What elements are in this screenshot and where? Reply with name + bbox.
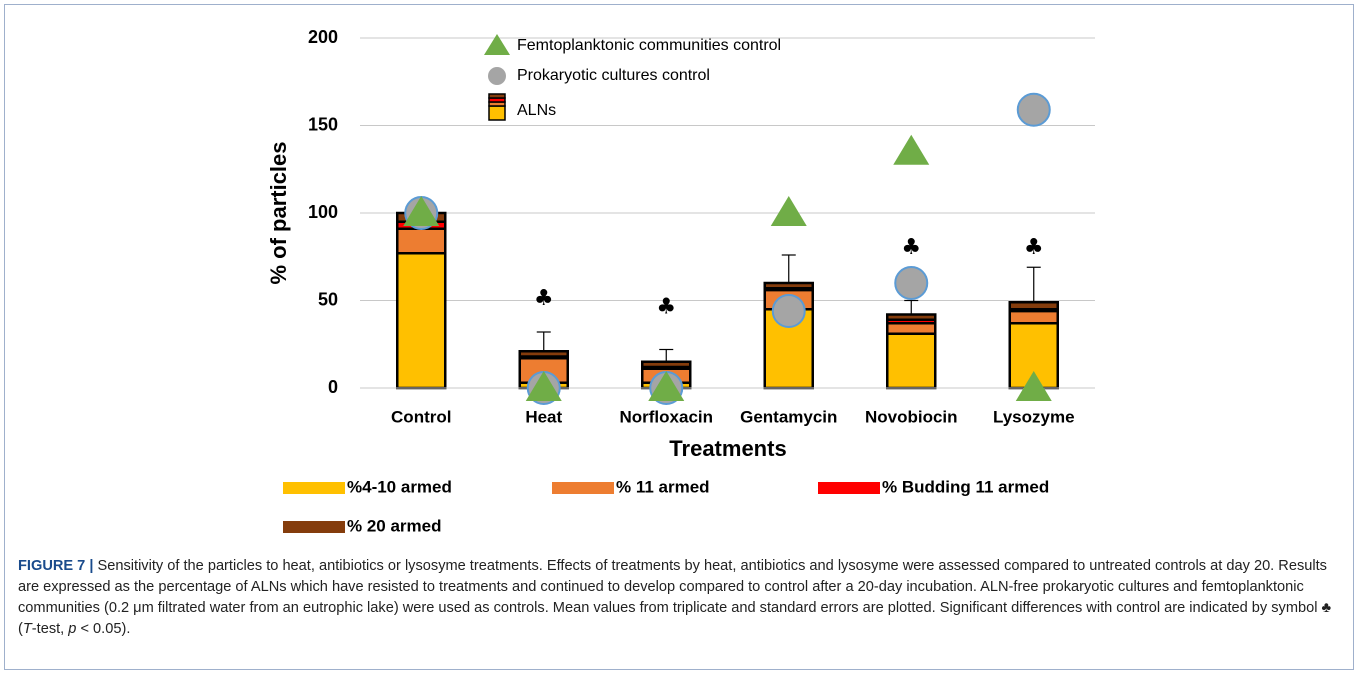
significance-symbol: ♣ [901,235,921,260]
legend-label: % Budding 11 armed [882,477,1049,496]
bar-segment [886,332,937,390]
caption-text: p [68,621,77,637]
y-axis-label: % of particles [266,141,291,284]
triangle-marker [403,196,440,226]
significance-symbol: ♣ [656,295,676,320]
x-tick-label: Novobiocin [865,407,958,426]
legend-swatch [488,105,506,121]
legend-label: %4-10 armed [347,477,452,496]
significance-symbol: ♣ [534,286,554,311]
legend-label: % 11 armed [616,477,710,496]
significance-symbol: ♣ [1024,235,1044,260]
caption: FIGURE 7 | Sensitivity of the particles … [18,556,1346,640]
bar-segment [396,252,447,390]
bar-segment [641,360,692,369]
caption-text: T [22,621,32,637]
y-tick-label: 100 [308,202,338,222]
triangle-marker [1015,371,1052,401]
caption-text: -test, [31,621,69,637]
circle-marker [771,294,806,328]
legend-label: ALNs [517,102,556,119]
x-tick-label: Norfloxacin [619,407,713,426]
bar-segment [1008,309,1059,325]
legend-label: Prokaryotic cultures control [517,67,710,84]
x-tick-label: Gentamycin [740,407,837,426]
x-tick-label: Control [391,407,451,426]
legend-swatch [484,34,510,55]
circle-marker [894,266,929,300]
bar-segment [763,281,814,290]
bar-segment [886,322,937,335]
legend-swatch [488,67,506,85]
caption-label: FIGURE 7 | [18,558,94,574]
legend-swatch [488,93,506,99]
x-tick-label: Lysozyme [993,407,1075,426]
legend-swatch [552,482,614,494]
x-axis-label: Treatments [669,436,786,461]
y-tick-label: 150 [308,114,338,134]
y-tick-label: 0 [328,377,338,397]
bar-segment [886,313,937,321]
triangle-marker [893,134,930,165]
legend-swatch [283,521,345,533]
caption-text: Sensitivity of the particles to heat, an… [18,558,1332,637]
x-tick-label: Heat [525,407,562,426]
y-tick-label: 50 [318,289,338,309]
legend-label: Femtoplanktonic communities control [517,37,781,54]
circle-marker [1016,92,1051,127]
legend-swatch [818,482,880,494]
caption-text: < 0.05). [76,621,131,637]
triangle-marker [770,196,807,226]
triangle-marker [525,371,562,401]
y-tick-label: 200 [308,27,338,47]
triangle-marker [648,371,685,401]
bar-segment [396,227,447,255]
figure-frame [4,4,1354,670]
legend-swatch [283,482,345,494]
legend-label: % 20 armed [347,516,442,535]
bar-segment [518,350,569,358]
bar-segment [1008,301,1059,311]
